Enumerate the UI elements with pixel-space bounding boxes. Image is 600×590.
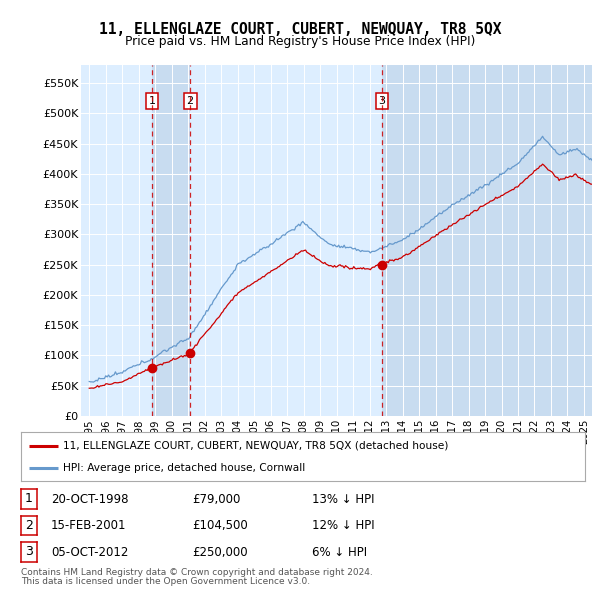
Text: This data is licensed under the Open Government Licence v3.0.: This data is licensed under the Open Gov…: [21, 578, 310, 586]
Text: 2: 2: [25, 519, 33, 532]
Text: £104,500: £104,500: [192, 519, 248, 532]
Text: Price paid vs. HM Land Registry's House Price Index (HPI): Price paid vs. HM Land Registry's House …: [125, 35, 475, 48]
Text: HPI: Average price, detached house, Cornwall: HPI: Average price, detached house, Corn…: [64, 463, 305, 473]
Bar: [152, 65, 190, 416]
Bar: [382, 65, 592, 416]
Text: 1: 1: [148, 96, 155, 106]
Text: 3: 3: [25, 545, 33, 559]
Text: Contains HM Land Registry data © Crown copyright and database right 2024.: Contains HM Land Registry data © Crown c…: [21, 568, 373, 577]
Text: 2: 2: [187, 96, 194, 106]
Text: £250,000: £250,000: [192, 546, 248, 559]
Text: 13% ↓ HPI: 13% ↓ HPI: [312, 493, 374, 506]
Text: 20-OCT-1998: 20-OCT-1998: [51, 493, 128, 506]
Text: 11, ELLENGLAZE COURT, CUBERT, NEWQUAY, TR8 5QX: 11, ELLENGLAZE COURT, CUBERT, NEWQUAY, T…: [99, 22, 501, 37]
Text: £79,000: £79,000: [192, 493, 241, 506]
Text: 1: 1: [25, 492, 33, 506]
Text: 05-OCT-2012: 05-OCT-2012: [51, 546, 128, 559]
Text: 6% ↓ HPI: 6% ↓ HPI: [312, 546, 367, 559]
Text: 12% ↓ HPI: 12% ↓ HPI: [312, 519, 374, 532]
Text: 11, ELLENGLAZE COURT, CUBERT, NEWQUAY, TR8 5QX (detached house): 11, ELLENGLAZE COURT, CUBERT, NEWQUAY, T…: [64, 441, 449, 451]
Text: 15-FEB-2001: 15-FEB-2001: [51, 519, 127, 532]
Text: 3: 3: [379, 96, 385, 106]
